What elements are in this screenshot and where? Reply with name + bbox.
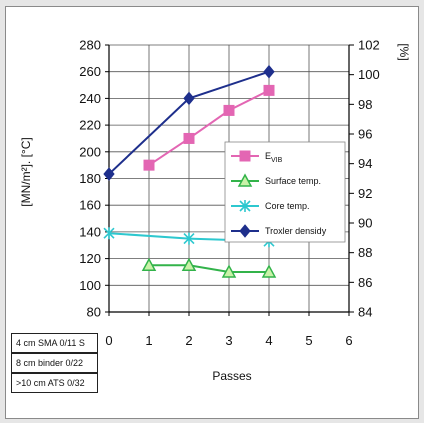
legend-marker	[239, 150, 251, 162]
y-right-tick-label: 86	[358, 275, 372, 290]
data-point-2	[183, 232, 195, 245]
data-point-0	[143, 159, 155, 171]
y-left-tick-label: 240	[79, 91, 101, 106]
data-point-0	[183, 132, 195, 144]
data-point-1	[181, 257, 197, 272]
legend-label: Core temp.	[265, 201, 310, 211]
y-left-tick-label: 260	[79, 64, 101, 79]
y-left-tick-label: 180	[79, 171, 101, 186]
x-tick-label: 4	[265, 333, 272, 348]
y-left-tick-label: 120	[79, 251, 101, 266]
marker-stroke	[183, 232, 195, 245]
data-point-3	[263, 64, 275, 79]
layer-box-binder: 8 cm binder 0/22	[11, 353, 98, 373]
legend-marker	[239, 224, 251, 238]
y-right-tick-label: 96	[358, 127, 372, 142]
data-point-0	[263, 84, 275, 96]
legend-marker	[239, 200, 251, 212]
y-right-tick-label: 88	[358, 245, 372, 260]
y-left-tick-label: 80	[87, 305, 101, 320]
y-axis-label-left: [MN/m²]. [°C]	[19, 137, 33, 206]
y-left-tick-label: 220	[79, 118, 101, 133]
legend-label: Troxler densidy	[265, 226, 327, 236]
legend-marker	[237, 173, 253, 187]
y-right-tick-label: 84	[358, 305, 372, 320]
legend: EVIB Surface temp. Core temp. Troxler densi…	[224, 141, 346, 243]
y-right-tick-label: 92	[358, 186, 372, 201]
y-right-tick-label: 98	[358, 97, 372, 112]
y-left-tick-label: 160	[79, 198, 101, 213]
legend-label: Surface temp.	[265, 176, 321, 186]
data-point-3	[183, 91, 195, 106]
series-line-0	[148, 89, 270, 166]
y-axis-label-right: [%]	[397, 43, 411, 60]
y-left-tick-label: 200	[79, 144, 101, 159]
marker-stroke	[103, 227, 115, 240]
data-point-1	[221, 264, 237, 278]
y-right-tick-label: 102	[358, 38, 380, 53]
data-point-2	[103, 227, 115, 240]
layer-box-surface: 4 cm SMA 0/11 S	[11, 333, 98, 353]
x-tick-label: 1	[145, 333, 152, 348]
y-left-tick-label: 100	[79, 278, 101, 293]
y-left-tick-label: 280	[79, 38, 101, 53]
y-left-tick-label: 140	[79, 224, 101, 239]
legend-label: EVIB	[265, 151, 283, 164]
x-tick-label: 3	[225, 333, 232, 348]
data-point-0	[223, 104, 235, 116]
y-right-tick-label: 90	[358, 216, 372, 231]
data-point-1	[141, 257, 157, 272]
marker-stroke	[239, 200, 251, 212]
x-axis-label: Passes	[212, 369, 251, 383]
data-point-1	[261, 264, 277, 278]
x-tick-label: 0	[105, 333, 112, 348]
y-right-tick-label: 100	[358, 67, 380, 82]
data-point-3	[103, 167, 115, 181]
x-tick-label: 6	[345, 333, 352, 348]
y-right-tick-label: 94	[358, 156, 372, 171]
layer-box-base: >10 cm ATS 0/32	[11, 373, 98, 393]
x-tick-label: 2	[185, 333, 192, 348]
x-tick-label: 5	[305, 333, 312, 348]
series-line-1	[149, 264, 269, 273]
